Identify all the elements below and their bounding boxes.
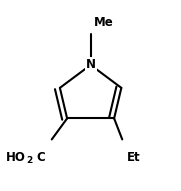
Text: N: N: [86, 58, 96, 71]
Text: Et: Et: [127, 151, 141, 164]
Text: 2: 2: [26, 156, 33, 165]
Text: HO: HO: [6, 151, 26, 164]
Text: C: C: [36, 151, 45, 164]
Text: Me: Me: [93, 16, 113, 29]
